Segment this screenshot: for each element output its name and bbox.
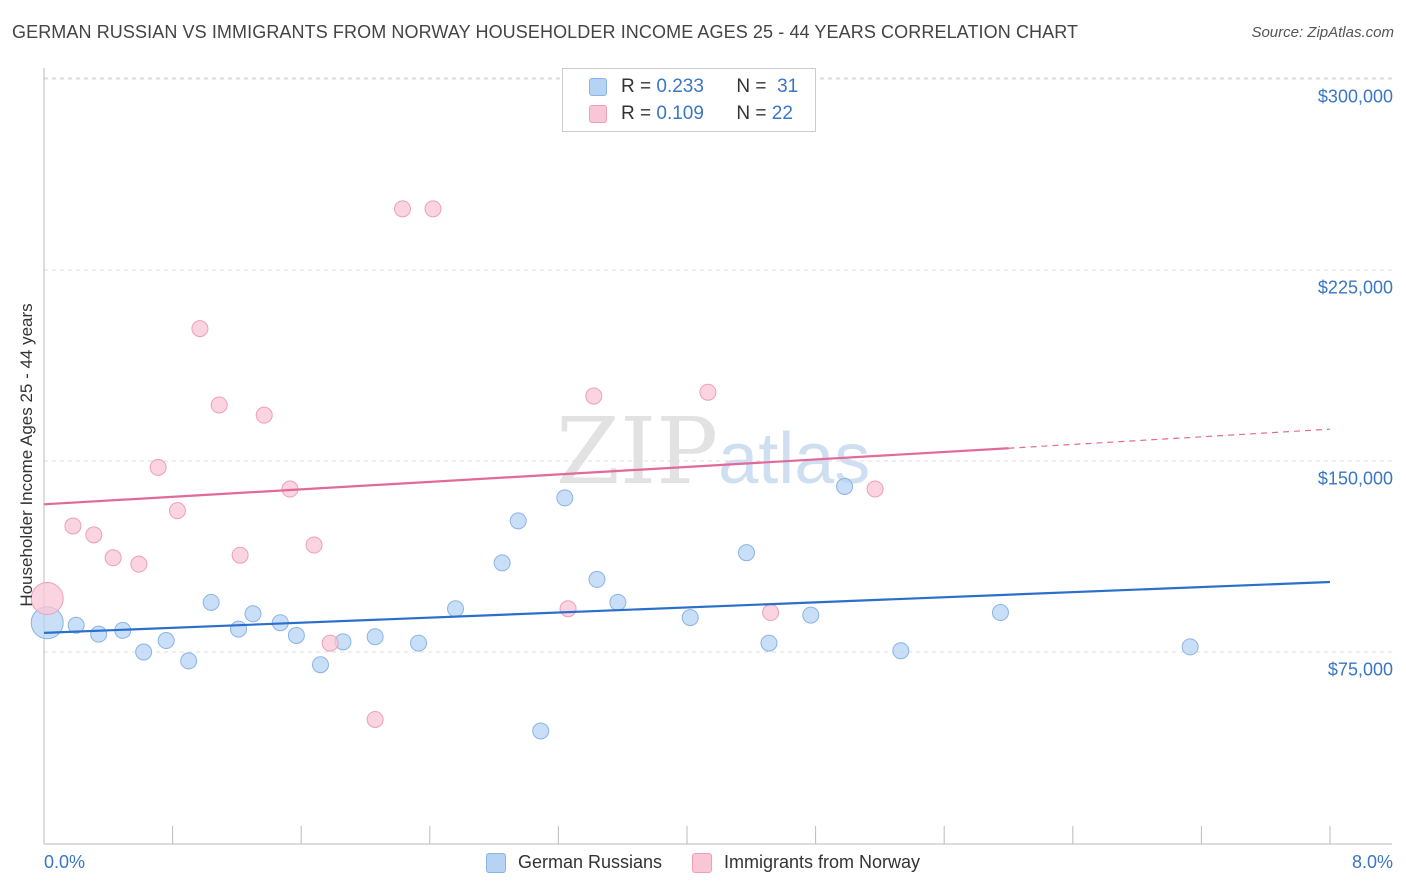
correlation-legend: R = 0.233 N = 31 R = 0.109 N = 22 [562,68,816,132]
legend-label: German Russians [517,852,663,872]
data-point-norway [366,710,384,728]
data-point-german-russians [681,609,699,627]
watermark: ZIPatlas [556,398,870,505]
data-point-german-russians [67,616,85,634]
data-point-norway [149,458,167,476]
r-value: 0.109 [656,103,704,124]
legend-item-norway: Immigrants from Norway [692,852,920,873]
data-point-german-russians [366,628,384,646]
n-label: N = [736,103,767,124]
n-value: 22 [771,103,793,124]
data-point-german-russians [410,634,428,652]
blue-swatch-icon [485,852,506,873]
data-point-norway [130,555,148,573]
r-value: 0.233 [656,76,704,97]
x-tick-label-max: 8.0% [1351,852,1393,872]
y-tick-label: $225,000 [1317,277,1393,298]
data-point-norway [559,600,577,618]
data-point-german-russians [230,620,248,638]
data-point-norway [699,383,717,401]
data-point-german-russians [836,477,854,495]
data-point-german-russians [509,512,527,530]
data-point-norway [30,582,64,616]
r-label: R = [621,76,652,97]
data-point-norway [85,526,103,544]
data-point-norway [424,200,442,218]
data-point-german-russians [90,625,108,643]
data-point-german-russians [760,634,778,652]
y-tick-label: $150,000 [1317,468,1393,489]
y-tick-label: $300,000 [1317,86,1393,107]
data-point-norway [231,546,249,564]
data-point-german-russians [180,652,198,670]
trend-line-norway [43,447,1009,506]
data-point-german-russians [588,570,606,588]
data-point-german-russians [609,593,627,611]
legend-item-german-russians: German Russians [485,852,663,873]
data-point-norway [866,480,884,498]
watermark-main: ZIP [556,398,719,505]
data-point-norway [210,396,228,414]
data-point-german-russians [447,600,465,618]
data-point-german-russians [892,642,910,660]
data-point-norway [168,502,186,520]
n-value: 31 [777,76,799,97]
data-point-norway [305,536,323,554]
legend-row-norway: R = 0.109 N = 22 [589,102,793,126]
data-point-german-russians [991,604,1009,622]
pink-swatch-icon [589,105,607,123]
data-point-norway [191,320,209,338]
data-point-german-russians [532,722,550,740]
data-point-norway [321,634,339,652]
data-point-norway [255,406,273,424]
data-point-german-russians [737,544,755,562]
y-tick-label: $75,000 [1327,659,1393,680]
data-point-german-russians [202,593,220,611]
data-point-german-russians [802,606,820,624]
data-point-norway [104,549,122,567]
trend-line-extension-norway [1008,428,1331,449]
data-point-german-russians [556,489,574,507]
n-label: N = [736,76,767,97]
series-legend: German Russians Immigrants from Norway [0,852,1406,873]
x-tick-label-min: 0.0% [44,852,86,872]
source-credit: Source: ZipAtlas.com [1251,24,1394,41]
chart-title: GERMAN RUSSIAN VS IMMIGRANTS FROM NORWAY… [12,22,1079,42]
data-point-german-russians [1181,638,1199,656]
data-point-norway [64,517,82,535]
r-label: R = [621,103,652,124]
data-point-norway [393,200,411,218]
data-point-german-russians [135,643,153,661]
data-point-norway [585,387,603,405]
data-point-german-russians [311,656,329,674]
trend-line-german-russians [43,580,1331,634]
data-point-german-russians [244,605,262,623]
data-point-norway [762,604,780,622]
data-point-german-russians [287,626,305,644]
data-point-german-russians [493,554,511,572]
legend-label: Immigrants from Norway [724,852,921,872]
y-axis-label: Householder Income Ages 25 - 44 years [17,303,36,607]
blue-swatch-icon [589,78,607,96]
data-point-german-russians [157,632,175,650]
pink-swatch-icon [692,852,713,873]
legend-row-german-russians: R = 0.233 N = 31 [589,75,798,99]
